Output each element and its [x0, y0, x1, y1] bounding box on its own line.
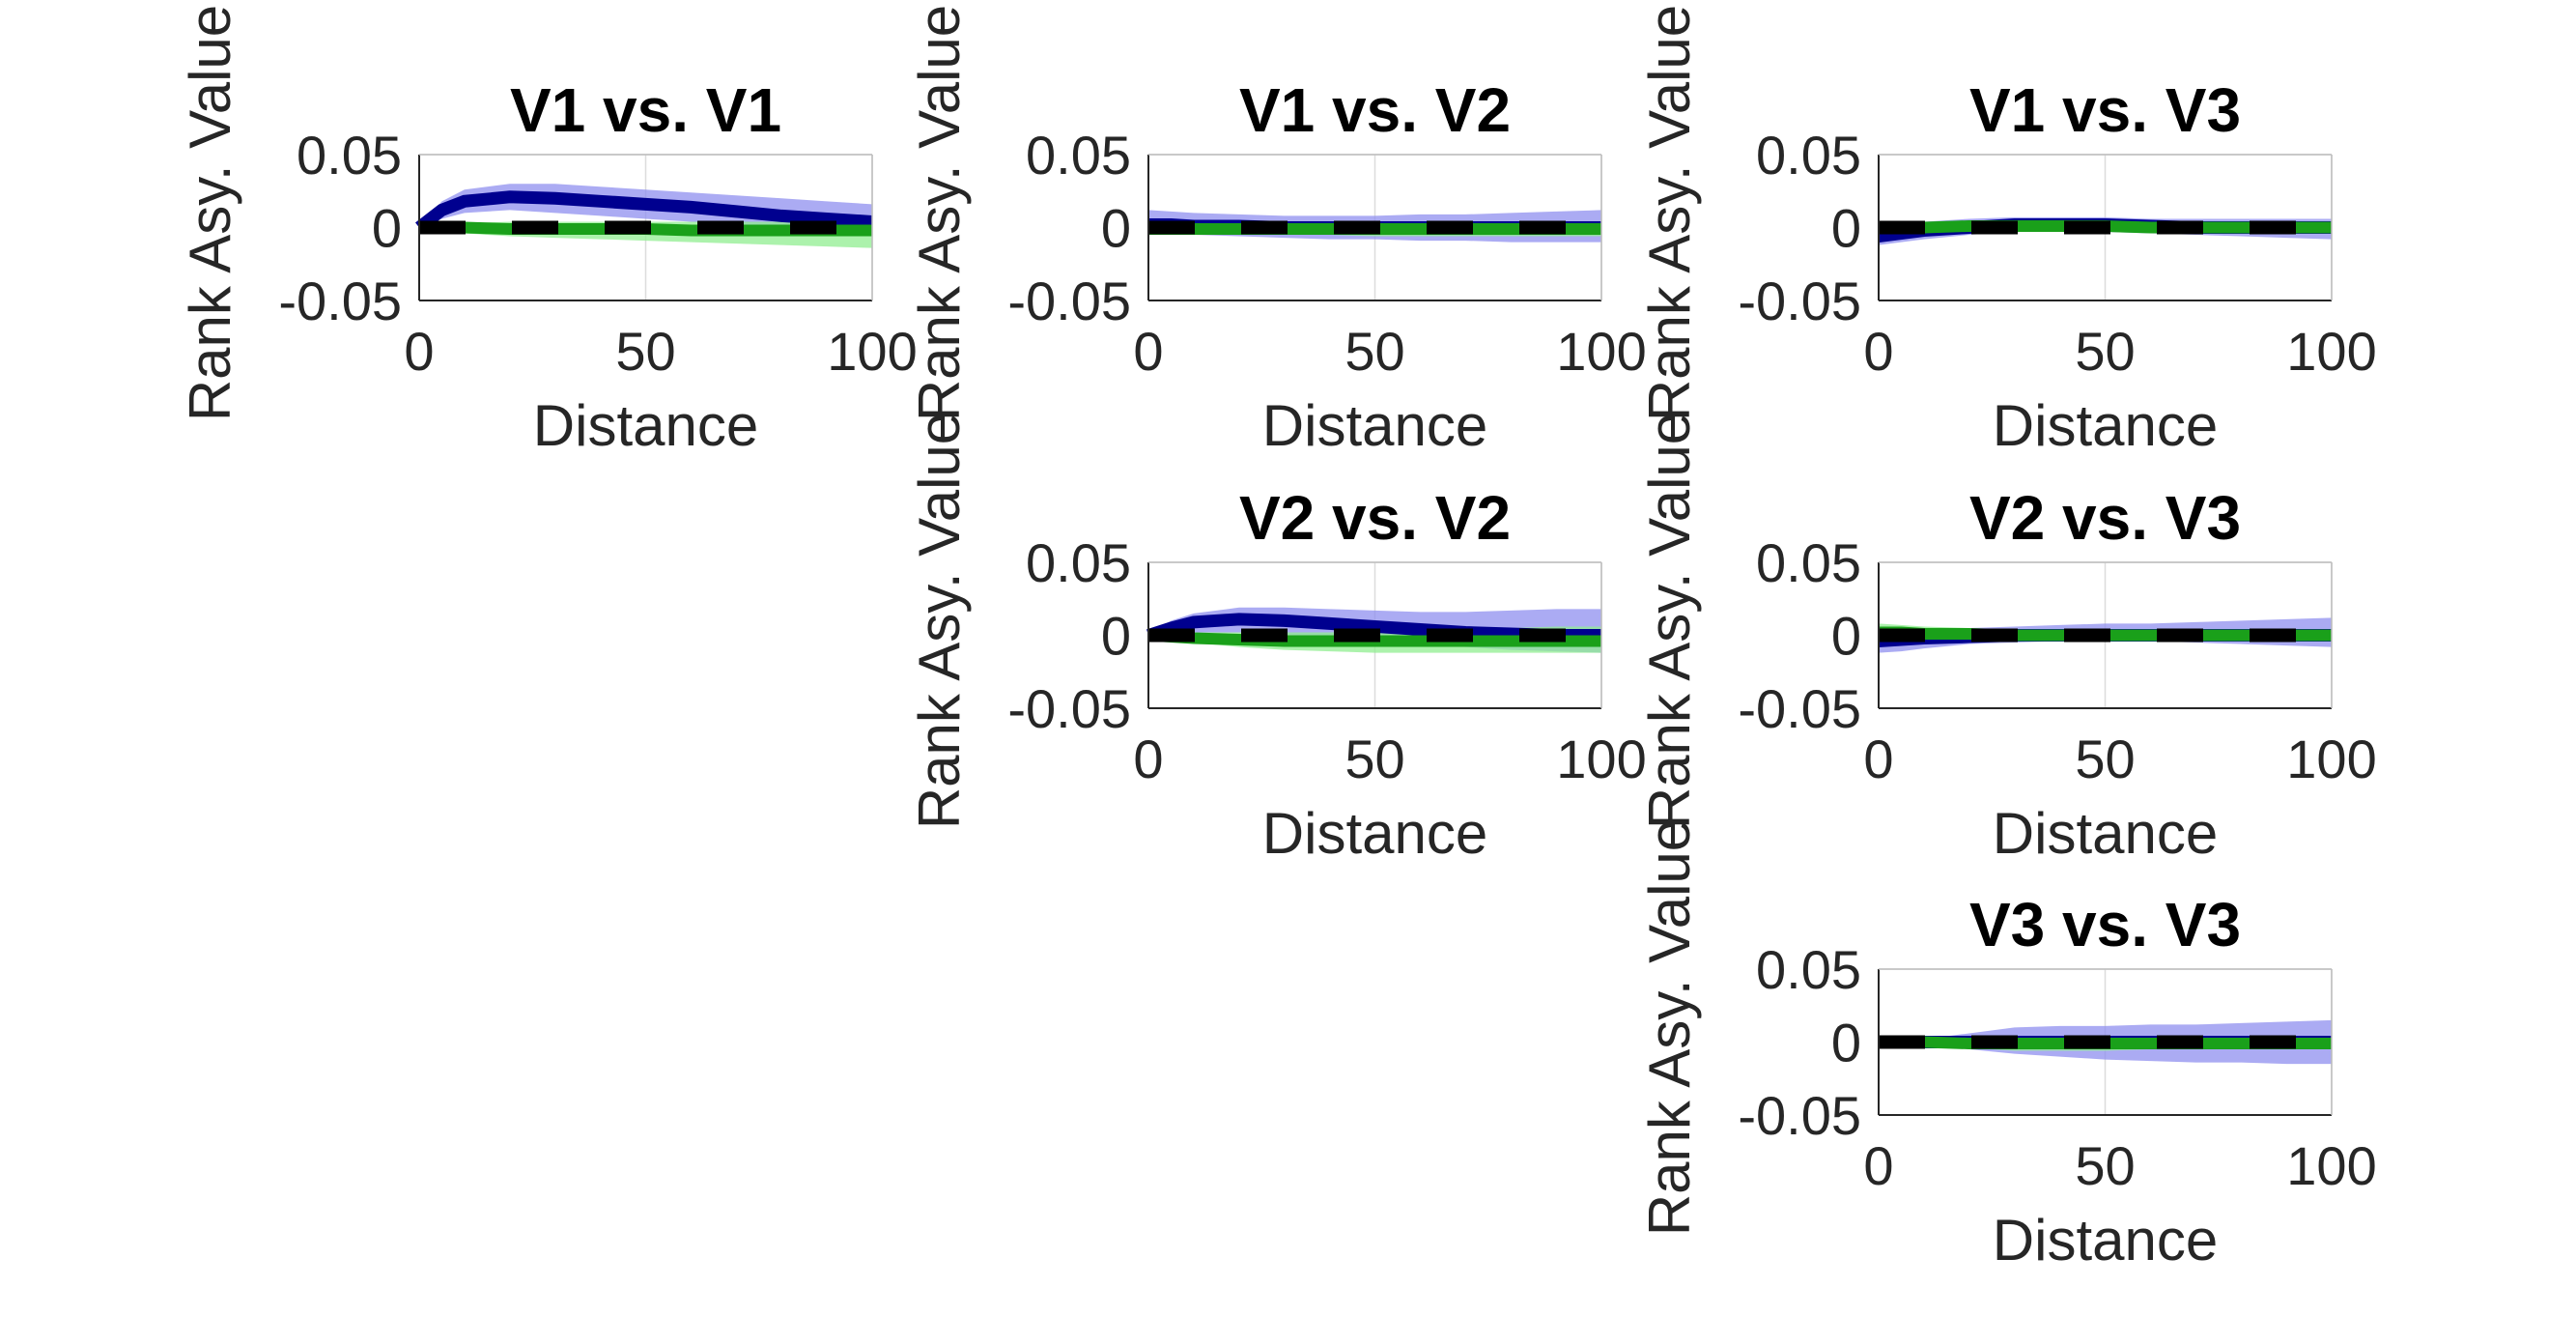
x-tick-label: 50	[1345, 321, 1404, 382]
y-tick-label: -0.05	[278, 271, 402, 331]
y-tick-label: 0	[1831, 1013, 1861, 1073]
y-axis-label: Rank Asy. Value	[1637, 5, 1702, 421]
x-axis-label: Distance	[1262, 801, 1487, 866]
x-tick-label: 0	[1133, 729, 1163, 789]
y-tick-label: 0	[372, 198, 402, 259]
blue-series-line	[1146, 613, 1601, 642]
y-tick-label: -0.05	[1738, 1085, 1861, 1146]
y-tick-label: 0	[1101, 606, 1131, 667]
x-tick-label: 50	[2075, 321, 2135, 382]
blue-series-line	[415, 190, 873, 233]
x-tick-label: 50	[1345, 729, 1404, 789]
x-tick-label: 0	[404, 321, 434, 382]
x-tick-label: 0	[1863, 729, 1893, 789]
y-tick-label: 0	[1101, 198, 1131, 259]
y-tick-label: -0.05	[1007, 678, 1131, 739]
y-tick-label: 0.05	[1756, 125, 1861, 186]
x-tick-label: 50	[2075, 1135, 2135, 1196]
y-tick-label: 0.05	[1756, 939, 1861, 1000]
y-tick-label: 0	[1831, 198, 1861, 259]
y-tick-label: -0.05	[1007, 271, 1131, 331]
subplot-title: V2 vs. V2	[1239, 483, 1511, 553]
x-axis-label: Distance	[1993, 801, 2218, 866]
subplot-title: V2 vs. V3	[1969, 483, 2241, 553]
subplot-title: V1 vs. V2	[1239, 75, 1511, 145]
y-tick-label: 0.05	[1026, 125, 1131, 186]
y-axis-label: Rank Asy. Value	[178, 5, 242, 421]
x-axis-label: Distance	[1993, 393, 2218, 458]
y-axis-label: Rank Asy. Value	[907, 413, 972, 829]
x-tick-label: 100	[2286, 321, 2376, 382]
x-axis-label: Distance	[1993, 1208, 2218, 1273]
y-tick-label: 0.05	[1756, 532, 1861, 593]
subplot-title: V1 vs. V1	[510, 75, 781, 145]
x-tick-label: 0	[1863, 1135, 1893, 1196]
x-tick-label: 100	[2286, 1135, 2376, 1196]
x-tick-label: 50	[615, 321, 675, 382]
x-axis-label: Distance	[533, 393, 758, 458]
x-tick-label: 0	[1133, 321, 1163, 382]
x-tick-label: 100	[1556, 729, 1646, 789]
x-tick-label: 100	[827, 321, 917, 382]
y-axis-label: Rank Asy. Value	[1637, 413, 1702, 829]
subplot-title: V3 vs. V3	[1969, 890, 2241, 959]
y-tick-label: -0.05	[1738, 678, 1861, 739]
x-tick-label: 50	[2075, 729, 2135, 789]
y-tick-label: -0.05	[1738, 271, 1861, 331]
subplot-title: V1 vs. V3	[1969, 75, 2241, 145]
y-tick-label: 0.05	[297, 125, 402, 186]
y-tick-label: 0.05	[1026, 532, 1131, 593]
y-axis-label: Rank Asy. Value	[1637, 819, 1702, 1236]
x-tick-label: 0	[1863, 321, 1893, 382]
y-tick-label: 0	[1831, 606, 1861, 667]
x-axis-label: Distance	[1262, 393, 1487, 458]
y-axis-label: Rank Asy. Value	[907, 5, 972, 421]
x-tick-label: 100	[1556, 321, 1646, 382]
x-tick-label: 100	[2286, 729, 2376, 789]
